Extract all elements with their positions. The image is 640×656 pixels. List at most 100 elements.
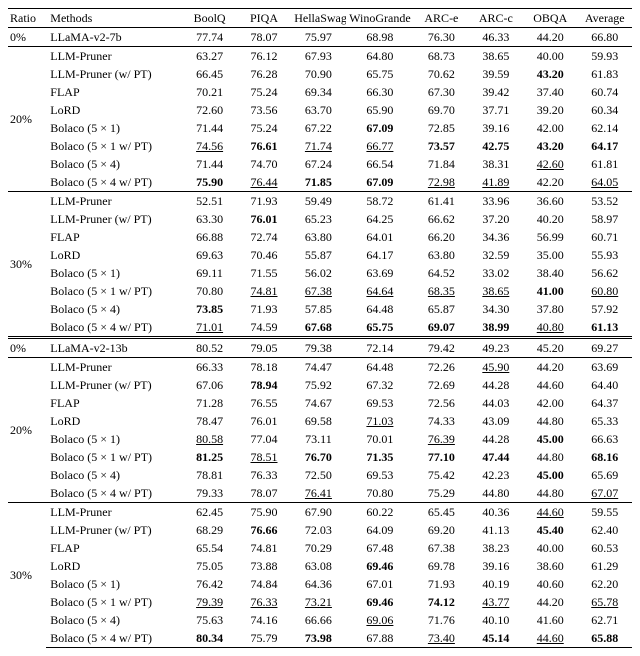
value-cell: 78.94 <box>237 376 291 394</box>
value-cell: 79.39 <box>182 593 236 611</box>
value-cell: 40.00 <box>523 47 577 66</box>
value-cell: 75.24 <box>237 119 291 137</box>
value-cell: 62.45 <box>182 503 236 522</box>
value-cell: 37.71 <box>469 101 523 119</box>
table-row: Bolaco (5 × 1)76.4274.8464.3667.0171.934… <box>8 575 632 593</box>
method-cell: Bolaco (5 × 1 w/ PT) <box>46 593 182 611</box>
value-cell: 76.61 <box>237 137 291 155</box>
value-cell: 69.20 <box>414 521 468 539</box>
value-cell: 60.71 <box>577 228 632 246</box>
method-cell: Bolaco (5 × 4) <box>46 300 182 318</box>
value-cell: 72.14 <box>346 338 415 358</box>
table-row: Bolaco (5 × 4)78.8176.3372.5069.5375.424… <box>8 466 632 484</box>
value-cell: 39.16 <box>469 119 523 137</box>
value-cell: 64.52 <box>414 264 468 282</box>
value-cell: 64.48 <box>346 300 415 318</box>
value-cell: 71.55 <box>237 264 291 282</box>
value-cell: 55.93 <box>577 246 632 264</box>
value-cell: 73.40 <box>414 629 468 648</box>
value-cell: 67.48 <box>346 539 415 557</box>
value-cell: 70.21 <box>182 83 236 101</box>
col-arce: ARC-e <box>414 9 468 28</box>
value-cell: 65.33 <box>577 412 632 430</box>
value-cell: 41.89 <box>469 173 523 192</box>
value-cell: 65.90 <box>346 101 415 119</box>
value-cell: 77.10 <box>414 448 468 466</box>
value-cell: 71.93 <box>237 192 291 211</box>
value-cell: 77.74 <box>182 28 236 47</box>
value-cell: 49.23 <box>469 338 523 358</box>
method-cell: Bolaco (5 × 1) <box>46 264 182 282</box>
value-cell: 69.46 <box>346 557 415 575</box>
value-cell: 71.01 <box>182 318 236 338</box>
value-cell: 64.05 <box>577 173 632 192</box>
value-cell: 40.00 <box>523 539 577 557</box>
value-cell: 38.40 <box>523 264 577 282</box>
method-cell: LLaMA-v2-7b <box>46 28 182 47</box>
method-cell: LLM-Pruner <box>46 503 182 522</box>
method-cell: LLM-Pruner (w/ PT) <box>46 376 182 394</box>
value-cell: 69.06 <box>346 611 415 629</box>
method-cell: Bolaco (5 × 4 w/ PT) <box>46 484 182 503</box>
method-cell: LoRD <box>46 246 182 264</box>
method-cell: Bolaco (5 × 4) <box>46 155 182 173</box>
value-cell: 69.70 <box>414 101 468 119</box>
value-cell: 81.25 <box>182 448 236 466</box>
value-cell: 78.07 <box>237 28 291 47</box>
table-row: LLM-Pruner (w/ PT)68.2976.6672.0364.0969… <box>8 521 632 539</box>
value-cell: 60.22 <box>346 503 415 522</box>
value-cell: 57.85 <box>291 300 345 318</box>
value-cell: 76.33 <box>237 466 291 484</box>
value-cell: 75.24 <box>237 83 291 101</box>
value-cell: 38.65 <box>469 47 523 66</box>
value-cell: 64.17 <box>346 246 415 264</box>
value-cell: 56.02 <box>291 264 345 282</box>
value-cell: 56.62 <box>577 264 632 282</box>
value-cell: 70.62 <box>414 65 468 83</box>
value-cell: 69.78 <box>414 557 468 575</box>
value-cell: 44.80 <box>523 412 577 430</box>
value-cell: 74.16 <box>237 611 291 629</box>
col-obqa: OBQA <box>523 9 577 28</box>
table-row: FLAP71.2876.5574.6769.5372.5644.0342.006… <box>8 394 632 412</box>
value-cell: 38.60 <box>523 557 577 575</box>
value-cell: 67.32 <box>346 376 415 394</box>
col-ratio: Ratio <box>8 9 46 28</box>
method-cell: Bolaco (5 × 1 w/ PT) <box>46 137 182 155</box>
value-cell: 43.09 <box>469 412 523 430</box>
value-cell: 66.80 <box>577 28 632 47</box>
ratio-cell: 30% <box>8 192 46 338</box>
col-hellaswag: HellaSwag <box>291 9 345 28</box>
value-cell: 69.07 <box>414 318 468 338</box>
value-cell: 61.13 <box>577 318 632 338</box>
table-row: Bolaco (5 × 1 w/ PT)79.3976.3373.2169.46… <box>8 593 632 611</box>
value-cell: 41.00 <box>523 282 577 300</box>
table-row: Bolaco (5 × 1)80.5877.0473.1170.0176.394… <box>8 430 632 448</box>
value-cell: 67.09 <box>346 119 415 137</box>
value-cell: 44.28 <box>469 376 523 394</box>
table-row: LoRD75.0573.8863.0869.4669.7839.1638.606… <box>8 557 632 575</box>
value-cell: 44.20 <box>523 28 577 47</box>
value-cell: 79.38 <box>291 338 345 358</box>
value-cell: 72.98 <box>414 173 468 192</box>
value-cell: 56.99 <box>523 228 577 246</box>
value-cell: 61.81 <box>577 155 632 173</box>
value-cell: 74.56 <box>182 137 236 155</box>
value-cell: 65.23 <box>291 210 345 228</box>
table-row: LLM-Pruner (w/ PT)67.0678.9475.9267.3272… <box>8 376 632 394</box>
table-row: Bolaco (5 × 4 w/ PT)80.3475.7973.9867.88… <box>8 629 632 648</box>
value-cell: 74.84 <box>237 575 291 593</box>
value-cell: 60.74 <box>577 83 632 101</box>
value-cell: 73.21 <box>291 593 345 611</box>
value-cell: 76.44 <box>237 173 291 192</box>
method-cell: LoRD <box>46 412 182 430</box>
method-cell: LoRD <box>46 101 182 119</box>
value-cell: 44.80 <box>523 448 577 466</box>
value-cell: 76.33 <box>237 593 291 611</box>
table-body: 0%LLaMA-v2-7b77.7478.0775.9768.9876.3046… <box>8 28 632 648</box>
value-cell: 39.42 <box>469 83 523 101</box>
value-cell: 65.75 <box>346 318 415 338</box>
value-cell: 74.33 <box>414 412 468 430</box>
value-cell: 39.16 <box>469 557 523 575</box>
table-row: Bolaco (5 × 1 w/ PT)74.5676.6171.7466.77… <box>8 137 632 155</box>
